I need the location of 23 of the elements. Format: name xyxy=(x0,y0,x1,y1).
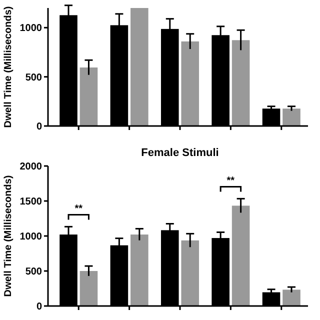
y-tick-label: 2000 xyxy=(20,162,42,172)
annotation: ** xyxy=(226,176,235,187)
bar xyxy=(130,8,148,126)
bar xyxy=(282,290,300,306)
chart-title: Female Stimuli xyxy=(141,147,219,159)
y-axis-title: Dwell Time (Milliseconds) xyxy=(3,175,14,297)
annotation: ** xyxy=(74,204,83,215)
bar xyxy=(181,240,200,306)
bar xyxy=(130,234,148,306)
y-tick-label: 1500 xyxy=(20,196,42,208)
bar xyxy=(181,41,200,126)
y-tick-label: 500 xyxy=(25,266,42,278)
bar xyxy=(282,108,300,126)
y-tick-label: 0 xyxy=(36,122,42,132)
bar xyxy=(80,271,98,306)
y-tick-label: 1000 xyxy=(20,232,42,242)
y-tick-label: 1000 xyxy=(20,23,42,34)
bar xyxy=(232,40,250,126)
bar xyxy=(232,206,250,306)
y-tick-label: 500 xyxy=(25,72,42,84)
y-tick-label: 0 xyxy=(36,302,42,312)
bar xyxy=(80,67,98,126)
y-axis-title: Dwell Time (Milliseconds) xyxy=(3,6,14,128)
